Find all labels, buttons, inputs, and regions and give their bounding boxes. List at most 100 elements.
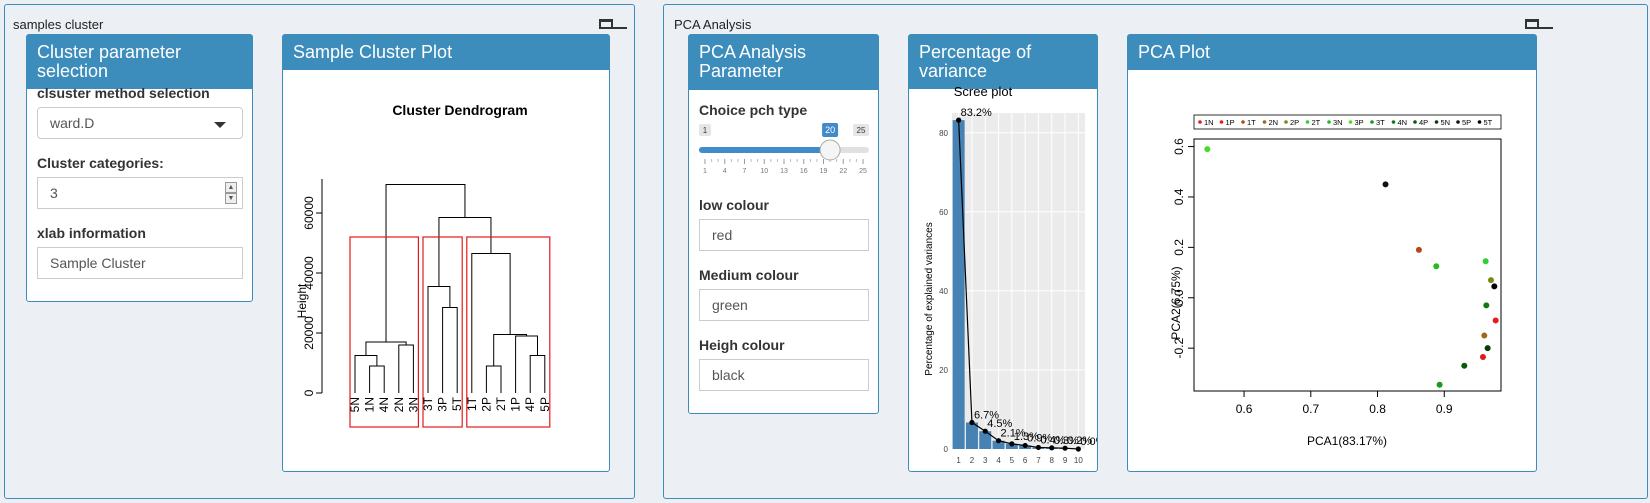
pca-point-1N — [1479, 353, 1486, 360]
scree-point-9 — [1062, 445, 1068, 451]
pca-param-box: PCA Analysis Parameter Choice pch type 1… — [688, 34, 879, 414]
low-colour-label: low colour — [699, 197, 769, 213]
link-1P — [515, 335, 538, 393]
xlab-value: Sample Cluster — [50, 255, 146, 271]
dendrogram-title: Cluster Dendrogram — [392, 102, 527, 118]
pca-param-header: PCA Analysis Parameter — [689, 35, 878, 90]
scree-label-3: 4.5% — [987, 418, 1012, 430]
legend-label-3P: 3P — [1355, 118, 1364, 127]
scree-x-ticks: 1 2 3 4 5 6 7 8 9 10 — [956, 456, 1083, 465]
slider-tick-label: 19 — [820, 168, 828, 175]
dendrogram-chart: Cluster Dendrogram 0 20000 40000 60000 Heig… — [295, 102, 552, 471]
link-P-sub — [493, 334, 528, 366]
pca-point-1T — [1415, 246, 1422, 253]
slider-min-badge — [699, 124, 711, 136]
low-colour-input[interactable]: red — [699, 219, 869, 251]
scree-label-4: 2.1% — [1001, 428, 1026, 440]
samples-cluster-title: samples cluster — [13, 17, 104, 32]
dendrogram-leaf-labels: 5N 1N 4N 2N 3N 3T 3P 5T 1T 2P 2T 1P 4P 5P — [348, 396, 552, 412]
pca-scatter: 1N 1P 1T 2N 2P 2T 3N 3P 3T 4N 4P 5N 5P 5T 0.6 0.7 0.8 0.… — [1169, 114, 1502, 448]
legend-marker-5N — [1434, 120, 1439, 124]
pca-x-tick-label: 0.6 — [1236, 402, 1253, 416]
scree-x-tick-label: 9 — [1063, 456, 1068, 465]
categories-input[interactable]: 3 ▲ ▼ — [37, 177, 243, 209]
legend-label-2T: 2T — [1312, 118, 1321, 127]
link-4P-5P — [529, 355, 546, 393]
leaf-label-2P: 2P — [479, 397, 493, 412]
pca-x-tick-label: 0.7 — [1302, 402, 1319, 416]
slider-ticks: 1 4 7 10 13 16 19 22 25 — [703, 159, 867, 175]
number-spinner[interactable]: ▲ ▼ — [225, 182, 237, 204]
y-tick-label: 20000 — [302, 316, 316, 350]
xlab-input[interactable]: Sample Cluster — [37, 247, 243, 279]
slider-min-label: 1 — [703, 126, 708, 135]
scree-label-6: 0.9% — [1027, 432, 1052, 444]
slider-tick-label: 22 — [839, 168, 847, 175]
legend-marker-4P — [1413, 120, 1417, 124]
minimize-icon[interactable] — [599, 17, 627, 31]
spin-up-icon[interactable]: ▲ — [225, 182, 237, 193]
pca-y-tick-label: 0.0 — [1172, 289, 1186, 306]
slider-tick-label: 1 — [703, 168, 707, 175]
pca-xlabel: PCA1(83.17%) — [1307, 434, 1387, 448]
legend-marker-3T — [1370, 120, 1374, 124]
leaf-label-3P: 3P — [436, 397, 450, 412]
scree-label-5: 1.3% — [1014, 431, 1039, 443]
scree-label-1: 83.2% — [961, 107, 992, 119]
medium-colour-input[interactable]: green — [699, 289, 869, 321]
link-2N-3N — [398, 344, 414, 393]
scree-bar-1 — [952, 120, 965, 449]
legend-marker-2T — [1305, 120, 1310, 124]
pca-point-5T — [1491, 283, 1498, 290]
leaf-label-3T: 3T — [421, 396, 435, 411]
leaf-label-4P: 4P — [523, 397, 537, 412]
scree-y-tick-label: 0 — [944, 445, 949, 454]
legend-marker-2P — [1284, 120, 1288, 124]
scree-x-tick-label: 5 — [1010, 456, 1015, 465]
method-label: clsuster method selection — [37, 85, 210, 101]
pca-plot-header: PCA Plot — [1128, 35, 1536, 70]
pca-plot-frame — [1193, 138, 1502, 392]
slider-fill — [699, 147, 831, 153]
dendrogram-xlabel: Sample Cluster — [419, 469, 501, 471]
legend-marker-4N — [1391, 120, 1396, 124]
link-root — [385, 184, 466, 342]
link-TP-group — [438, 217, 492, 287]
scree-bar-4 — [992, 440, 1005, 449]
legend-marker-1T — [1241, 120, 1245, 124]
minimize-icon[interactable] — [1525, 17, 1553, 31]
variance-header: Percentage of variance — [909, 35, 1097, 89]
pca-legend: 1N 1P 1T 2N 2P 2T 3N 3P 3T 4N 4P 5N 5P 5T — [1198, 118, 1493, 127]
pch-slider[interactable]: 1 25 20 1 4 7 10 13 16 19 22 25 — [695, 121, 875, 177]
scree-point-3 — [982, 428, 988, 434]
legend-marker-5T — [1477, 120, 1482, 124]
slider-max-label: 25 — [857, 126, 866, 135]
pca-point-3T — [1436, 381, 1443, 388]
scree-point-2 — [969, 419, 975, 426]
legend-marker-3P — [1348, 120, 1353, 124]
high-colour-input[interactable]: black — [699, 359, 869, 391]
scree-x-tick-label: 6 — [1023, 456, 1028, 465]
pca-analysis-title: PCA Analysis — [674, 17, 752, 32]
scree-bar-3 — [979, 431, 992, 449]
pca-y-tick-label: 0.2 — [1172, 239, 1186, 256]
pca-y-tick-label: 0.4 — [1172, 188, 1186, 205]
scree-plot: Scree plot 83.2% 6.7%4.5%2.1%1.3%0.9%0.4%… — [924, 84, 1097, 465]
cluster-plot-box: Sample Cluster Plot Cluster Dendrogram 0… — [282, 34, 610, 472]
scree-y-ticks: 0 20 40 60 80 — [939, 129, 948, 454]
pca-point-3P — [1204, 146, 1211, 153]
link-3P-5T — [442, 307, 458, 393]
spin-down-icon[interactable]: ▼ — [225, 193, 237, 204]
leaf-label-5T: 5T — [450, 396, 464, 411]
method-select[interactable]: ward.D — [37, 107, 243, 139]
scree-title: Scree plot — [954, 84, 1013, 99]
dendrogram-ylabel: Height — [295, 283, 309, 318]
scree-ylabel: Percentage of explained variances — [924, 222, 935, 375]
legend-marker-2N — [1262, 120, 1267, 124]
link-N-group — [365, 341, 407, 356]
leaf-label-1N: 1N — [363, 397, 377, 412]
slider-handle[interactable] — [819, 139, 841, 161]
link-1N-4N — [369, 365, 385, 393]
cluster-plot-header: Sample Cluster Plot — [283, 35, 609, 70]
pca-x-ticks: 0.6 0.7 0.8 0.9 — [1236, 391, 1453, 416]
